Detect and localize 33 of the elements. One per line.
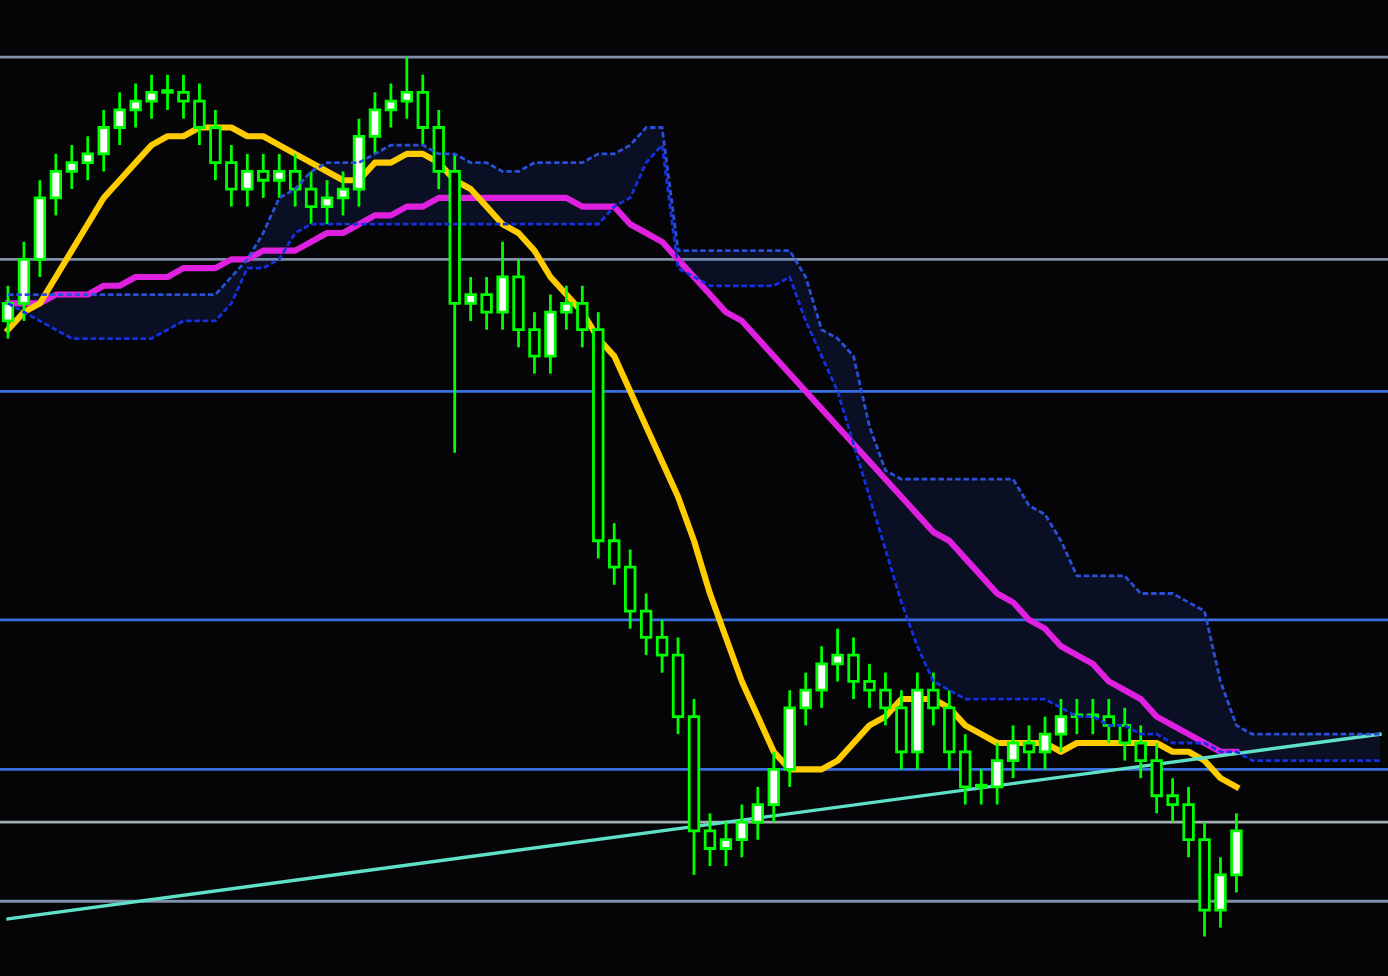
candlestick xyxy=(49,152,63,217)
candlestick xyxy=(990,741,1004,806)
candlestick xyxy=(959,732,972,806)
candlestick xyxy=(943,688,956,771)
candlestick xyxy=(719,820,733,868)
candlestick xyxy=(368,90,382,156)
candlestick xyxy=(81,134,94,182)
candlestick xyxy=(1054,697,1068,754)
candlestick xyxy=(288,152,302,209)
candlestick xyxy=(416,73,429,147)
candlestick xyxy=(432,108,445,191)
candlestick xyxy=(767,750,780,824)
candlestick xyxy=(273,152,286,200)
candlestick xyxy=(17,240,31,323)
candlestick xyxy=(1022,724,1036,771)
candlestick xyxy=(975,767,988,806)
candlestick xyxy=(400,55,413,121)
candlestick xyxy=(384,82,398,129)
candlestick xyxy=(336,170,350,217)
candlestick xyxy=(1006,724,1020,780)
candlestick xyxy=(1,284,15,340)
candlestick xyxy=(655,618,669,675)
candlestick xyxy=(639,592,653,657)
candlestick xyxy=(751,785,764,842)
candlestick xyxy=(1038,715,1052,771)
candlestick xyxy=(304,170,318,226)
candlestick xyxy=(65,143,78,191)
candlestick xyxy=(624,548,637,631)
candlestick xyxy=(608,521,621,587)
candlestick xyxy=(735,803,749,859)
candlestick xyxy=(257,152,270,200)
candlestick xyxy=(703,811,717,868)
candlestick xyxy=(320,178,334,226)
